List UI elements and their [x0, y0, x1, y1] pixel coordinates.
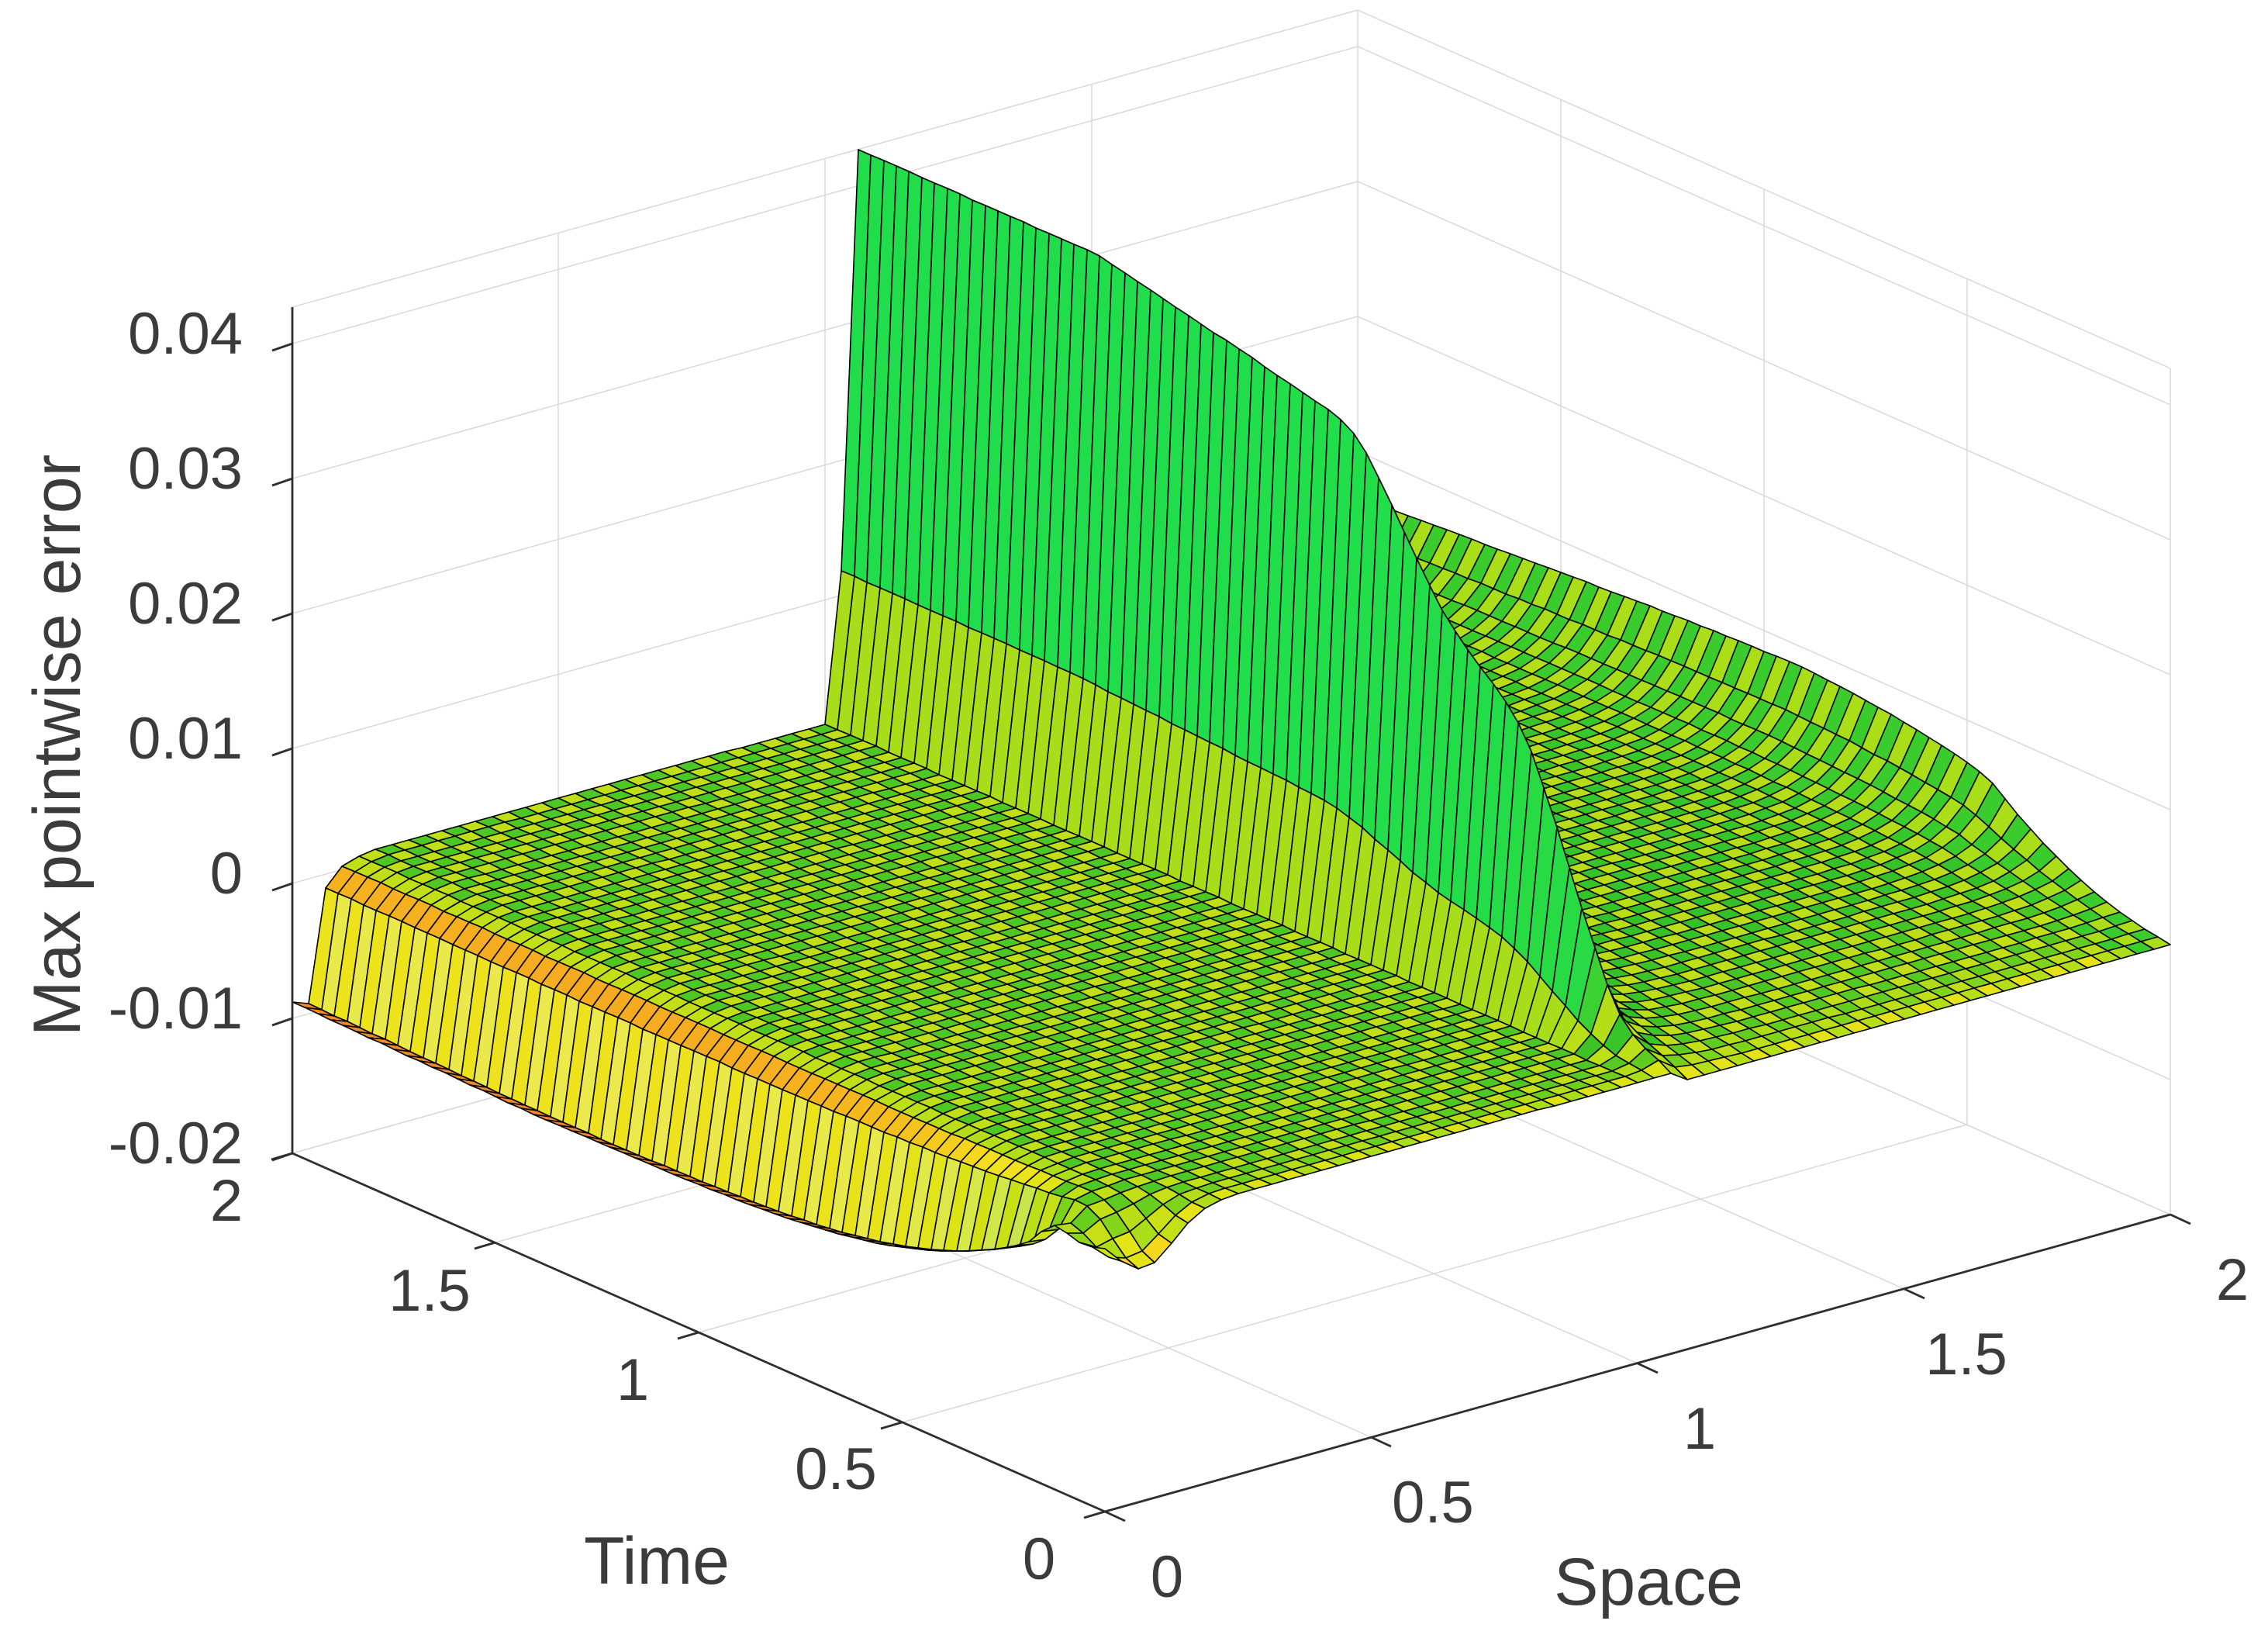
svg-text:Max pointwise error: Max pointwise error: [20, 454, 95, 1036]
svg-text:0: 0: [210, 841, 243, 907]
svg-text:0.03: 0.03: [128, 436, 243, 502]
svg-text:1.5: 1.5: [388, 1258, 471, 1324]
svg-text:0.04: 0.04: [128, 301, 243, 367]
svg-text:0: 0: [1023, 1526, 1055, 1592]
svg-text:-0.02: -0.02: [109, 1111, 243, 1177]
svg-text:2: 2: [210, 1168, 243, 1234]
svg-text:1: 1: [616, 1347, 649, 1413]
svg-text:0: 0: [1151, 1544, 1183, 1610]
svg-text:-0.01: -0.01: [109, 976, 243, 1042]
svg-text:2: 2: [2216, 1247, 2249, 1313]
svg-text:1.5: 1.5: [1925, 1322, 2007, 1387]
svg-text:0.02: 0.02: [128, 571, 243, 637]
svg-text:0.01: 0.01: [128, 706, 243, 772]
svg-text:Time: Time: [584, 1524, 730, 1598]
svg-text:Space: Space: [1554, 1545, 1743, 1619]
svg-text:1: 1: [1683, 1396, 1716, 1462]
svg-text:0.5: 0.5: [795, 1436, 877, 1502]
svg-text:0.5: 0.5: [1392, 1470, 1474, 1536]
